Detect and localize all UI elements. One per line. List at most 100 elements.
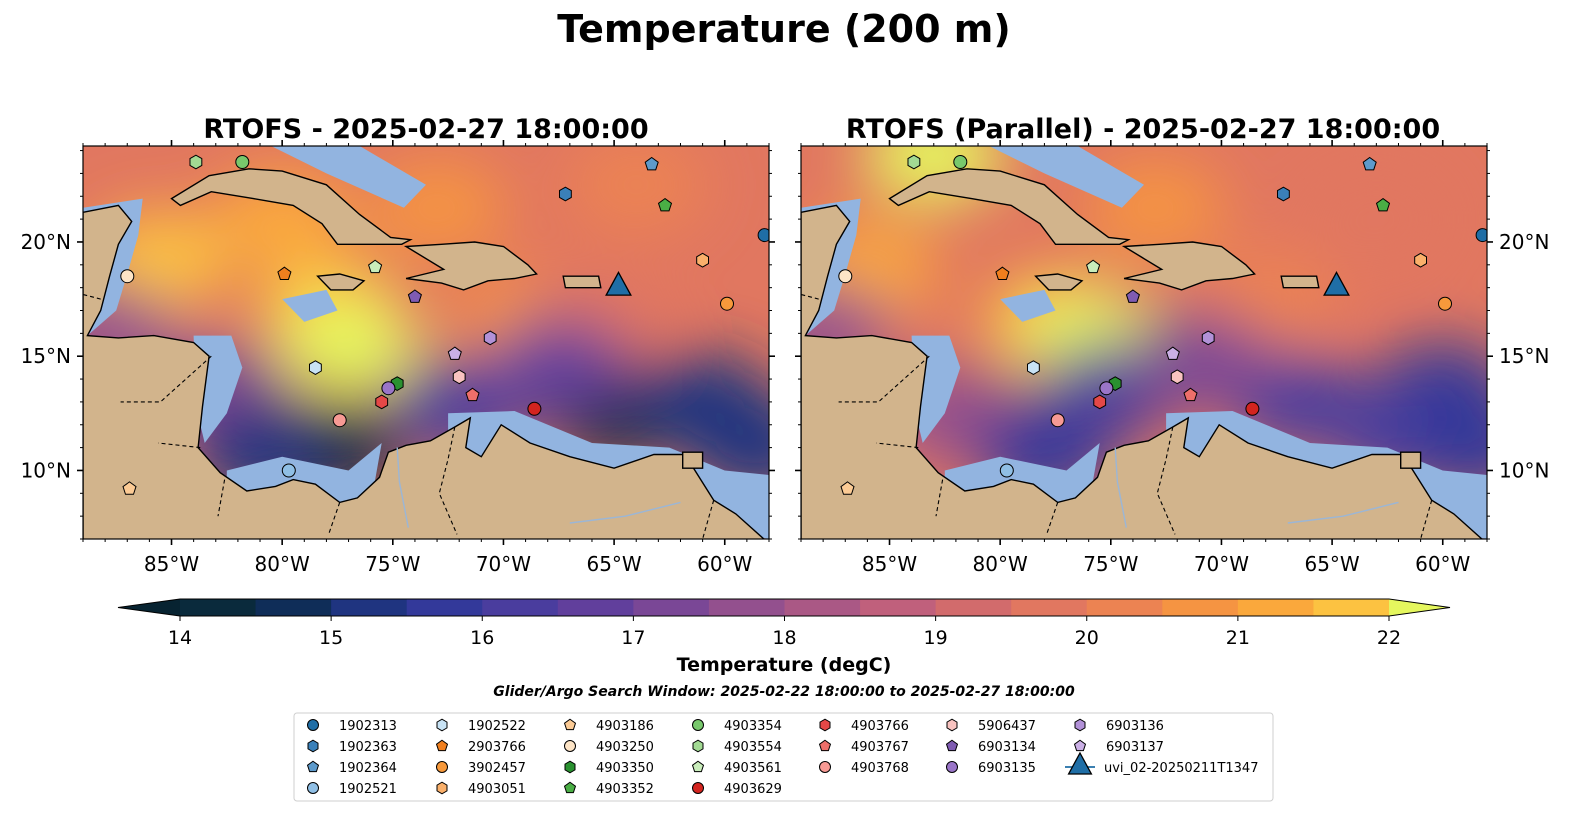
axis-ticks-rtofs: 85°W 80°W 75°W 70°W 65°W 60°W 10°N 15°N 20°N	[21, 140, 775, 576]
legend-marker	[436, 781, 448, 795]
colorbar-segment	[482, 599, 559, 616]
platform-6903137	[1165, 346, 1180, 360]
platform-6903137	[447, 346, 462, 360]
land-cuba	[888, 168, 1131, 246]
lon-tick-label: 60°W	[697, 552, 752, 576]
land-yucatan	[801, 204, 1483, 539]
legend-marker	[436, 761, 448, 773]
legend-label: 6903134	[978, 740, 1036, 755]
legend-marker	[435, 739, 449, 752]
field-blob	[566, 146, 707, 233]
legend-label: 4903350	[596, 761, 654, 776]
legend-label: 1902363	[339, 740, 397, 755]
legend-label: 4903561	[724, 761, 782, 776]
lon-tick-label: 60°W	[1415, 552, 1470, 576]
legend-marker	[691, 760, 705, 773]
lon-tick-label: 65°W	[1304, 552, 1359, 576]
platform-4903561	[368, 259, 383, 274]
lon-tick-label: 80°W	[255, 552, 310, 576]
platform-4903767	[1183, 387, 1198, 402]
country-border	[83, 293, 101, 300]
legend-marker	[563, 781, 577, 794]
panel-title-parallel: RTOFS (Parallel) - 2025-02-27 18:00:00	[846, 114, 1440, 145]
platform-6903134	[1125, 289, 1140, 303]
platform-4903354	[953, 155, 968, 169]
colorbar-tick-label: 18	[772, 627, 796, 649]
platform-1902313	[757, 228, 769, 243]
legend-label: 1902313	[339, 719, 397, 734]
colorbar-segment	[633, 599, 710, 616]
platform-4903354	[235, 155, 250, 169]
lon-tick-label: 70°W	[476, 552, 531, 576]
colorbar-segment	[255, 599, 332, 616]
legend-label: 4903051	[468, 782, 526, 797]
platform-6903136	[483, 330, 497, 346]
platform-4903767	[465, 387, 480, 402]
field-blob	[488, 319, 629, 416]
legend-label: 6903135	[978, 761, 1036, 776]
platform-4903051	[1414, 252, 1428, 268]
land-puertorico	[562, 275, 602, 289]
platform-3902457	[720, 296, 734, 311]
legend-marker	[1074, 718, 1086, 732]
platform-4903768	[1050, 413, 1065, 428]
legend-marker	[692, 739, 704, 753]
legend-label: uvi_02-20250211T1347	[1104, 761, 1258, 776]
legend-marker	[1073, 739, 1087, 752]
colorbar-segment	[180, 599, 257, 616]
geography-parallel	[801, 146, 1487, 539]
continental-shelf	[271, 146, 426, 208]
platform-1902364	[644, 156, 659, 171]
platform-4903352	[1375, 197, 1391, 212]
legend-marker	[692, 782, 704, 794]
field-blob	[1129, 312, 1270, 409]
colorbar-tick-label: 21	[1226, 627, 1250, 649]
platform-4903250	[838, 269, 853, 284]
legend-label: 1902522	[468, 719, 526, 734]
legend-marker	[946, 761, 958, 773]
platform-1902522	[1026, 360, 1040, 376]
platform-1902364	[1362, 156, 1377, 171]
colorbar-tick-label: 15	[319, 627, 343, 649]
legend-label: 4903554	[724, 740, 782, 755]
glider-uvi_02-20250211T1347	[1323, 271, 1350, 296]
lat-tick-label: 10°N	[1499, 458, 1549, 482]
colorbar-segment	[1237, 599, 1315, 616]
platform-4903250	[120, 269, 135, 284]
legend-marker	[307, 782, 319, 794]
platform-6903135	[381, 381, 396, 396]
legend-label: 4903766	[851, 719, 909, 734]
colorbar-segment	[1011, 599, 1088, 616]
colorbar-tick-label: 14	[168, 627, 192, 649]
river	[569, 501, 681, 524]
platform-5906437	[1170, 369, 1184, 385]
platform-4903766	[1093, 394, 1107, 410]
lat-tick-label: 15°N	[1499, 344, 1549, 368]
country-border	[158, 442, 201, 449]
colorbar-segment	[860, 599, 937, 616]
legend-label: 6903137	[1106, 740, 1164, 755]
colorbar: 14 15 16 17 18 19 20 21 22	[117, 598, 1451, 649]
legend-marker	[307, 739, 319, 753]
colorbar-tick-label: 16	[470, 627, 494, 649]
lon-tick-label: 65°W	[586, 552, 641, 576]
legend-label: 4903352	[596, 782, 654, 797]
country-border	[876, 442, 919, 449]
river	[1287, 501, 1399, 524]
legend-marker	[946, 718, 958, 732]
platform-4903554	[907, 154, 921, 170]
geography-rtofs	[83, 146, 769, 539]
country-border	[935, 479, 944, 517]
legend-label: 6903136	[1106, 719, 1164, 734]
colorbar-tick-label: 20	[1075, 627, 1099, 649]
country-border	[1156, 426, 1176, 535]
legend-marker	[563, 718, 577, 731]
legend-marker	[819, 718, 831, 732]
map-panel-parallel: RTOFS (Parallel) - 2025-02-27 18:00:00 8…	[795, 114, 1549, 576]
legend-marker	[436, 718, 448, 732]
colorbar-segment	[708, 599, 786, 616]
colorbar-segment	[331, 599, 408, 616]
legend-marker	[306, 760, 320, 773]
colorbar-label: Temperature (degC)	[677, 654, 892, 676]
